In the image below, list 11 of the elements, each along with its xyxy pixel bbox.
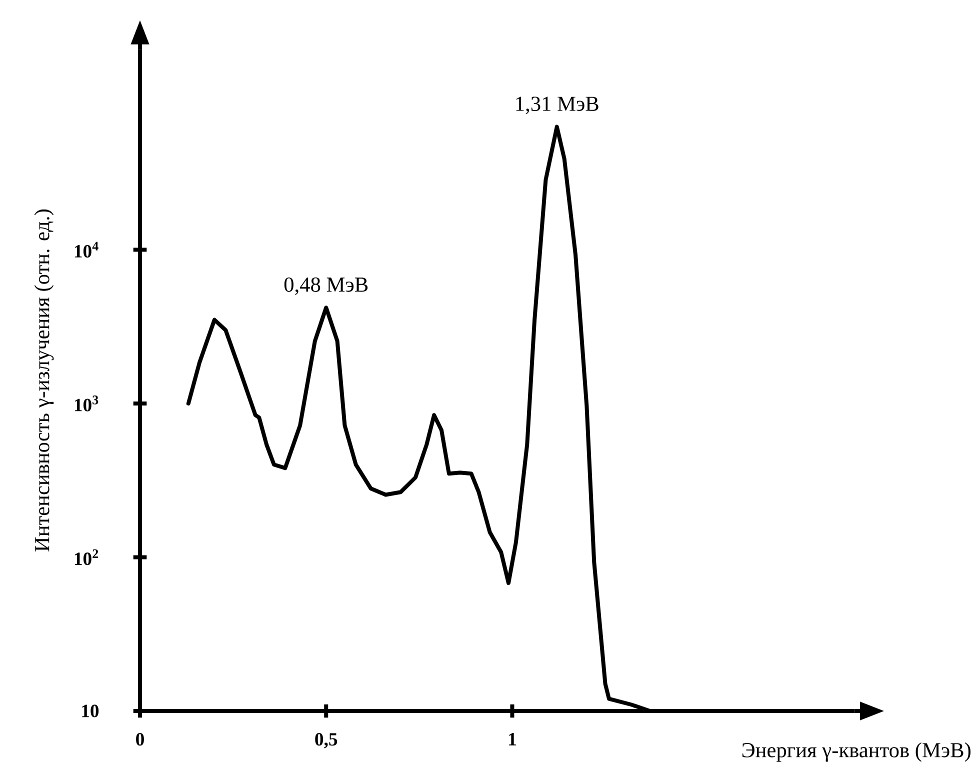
- x-tick-label: 0: [136, 732, 144, 746]
- y-tick-label: 10$^{2}$: [74, 549, 98, 566]
- y-tick-label: 10$^{3}$: [74, 395, 98, 412]
- y-tick-label: 10: [82, 704, 99, 718]
- x-tick-label: 0,5: [315, 732, 338, 748]
- y-tick-label: 10$^{4}$: [74, 242, 98, 258]
- x-tick-label: 1: [509, 732, 516, 746]
- annotation: 1,31 МэВ: [516, 96, 598, 114]
- y-axis-title: Интенсивность γ-излучения (отн. ед.): [34, 209, 54, 552]
- x-axis-title: Энергия γ-квантов (МэВ): [742, 742, 970, 762]
- annotation: 0,48 МэВ: [284, 277, 368, 295]
